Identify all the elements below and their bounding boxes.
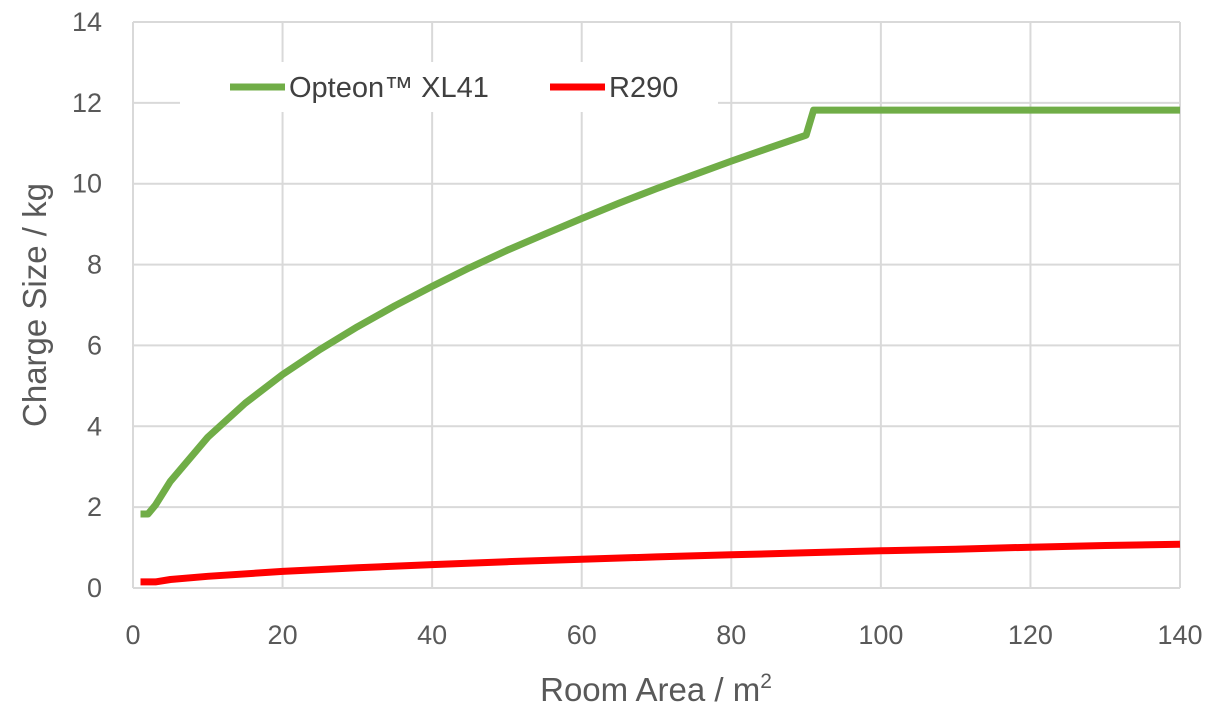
x-axis-title-text: Room Area / m	[540, 671, 760, 707]
y-tick-label: 8	[87, 250, 102, 280]
legend-label-0: Opteon™ XL41	[289, 72, 489, 104]
x-tick-label: 40	[417, 620, 447, 650]
y-tick-label: 4	[87, 411, 102, 441]
x-tick-label: 140	[1157, 620, 1202, 650]
y-tick-label: 0	[87, 573, 102, 603]
legend: Opteon™ XL41 R290	[180, 62, 718, 112]
x-tick-label: 80	[716, 620, 746, 650]
series-line-1	[140, 540, 1181, 586]
x-tick-label: 120	[1008, 620, 1053, 650]
x-axis-title: Room Area / m2	[540, 670, 772, 707]
y-axis-title: Charge Size / kg	[16, 183, 53, 427]
axes: 0 20 40 60 80 100 120 140 0 2 4 6 8 10 12 14	[72, 7, 1203, 650]
x-tick-label: 20	[268, 620, 298, 650]
gridlines	[132, 21, 1181, 589]
y-tick-label: 14	[72, 7, 102, 37]
y-tick-label: 12	[72, 88, 102, 118]
legend-label-1: R290	[609, 72, 678, 104]
x-axis-title-superscript: 2	[760, 670, 772, 693]
y-tick-label: 10	[72, 169, 102, 199]
x-tick-label: 100	[858, 620, 903, 650]
series-line-0	[140, 106, 1180, 518]
x-tick-label: 0	[125, 620, 140, 650]
y-tick-label: 6	[87, 330, 102, 360]
y-tick-label: 2	[87, 492, 102, 522]
x-tick-label: 60	[567, 620, 597, 650]
plot-lines	[140, 106, 1181, 586]
